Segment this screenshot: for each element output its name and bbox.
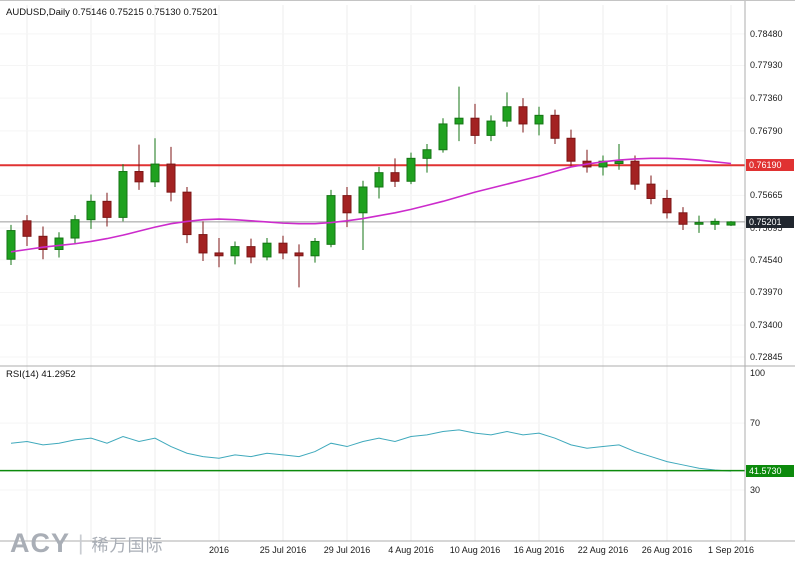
candle-body bbox=[550, 114, 560, 139]
candle-body bbox=[86, 200, 96, 221]
candle-body bbox=[54, 237, 64, 250]
symbol-ohlc-title: AUDUSD,Daily 0.75146 0.75215 0.75130 0.7… bbox=[6, 7, 218, 18]
candle-body bbox=[438, 123, 448, 151]
logo-separator: | bbox=[78, 531, 84, 555]
price-axis-label: 0.76790 bbox=[750, 125, 783, 136]
price-axis-label: 0.74540 bbox=[750, 254, 783, 265]
price-axis-label: 0.75665 bbox=[750, 190, 783, 201]
candle-body bbox=[422, 149, 432, 159]
candle-body bbox=[710, 220, 720, 225]
candle-body bbox=[118, 171, 128, 218]
candle-body bbox=[646, 183, 656, 199]
date-axis-label: 26 Aug 2016 bbox=[641, 545, 693, 555]
candle-body bbox=[278, 242, 288, 254]
candle-body bbox=[566, 137, 576, 162]
rsi-indicator-label: RSI(14) 41.2952 bbox=[6, 369, 76, 380]
candle-body bbox=[70, 219, 80, 239]
candle-body bbox=[198, 234, 208, 254]
logo-cjk-text: 稀万国际 bbox=[91, 536, 164, 555]
resistance-price-badge: 0.76190 bbox=[746, 159, 794, 172]
price-axis-label: 0.72845 bbox=[750, 351, 783, 362]
broker-logo: ACY | 稀万国际 bbox=[10, 528, 163, 559]
candle-body bbox=[342, 195, 352, 214]
candle-body bbox=[614, 160, 624, 164]
candle-body bbox=[102, 200, 112, 218]
candle-body bbox=[374, 172, 384, 188]
price-axis-label: 0.75095 bbox=[750, 222, 783, 233]
date-axis-label: 29 Jul 2016 bbox=[323, 545, 371, 555]
date-axis-label: 25 Jul 2016 bbox=[259, 545, 307, 555]
date-axis-label: 22 Aug 2016 bbox=[577, 545, 629, 555]
date-axis-label: 10 Aug 2016 bbox=[449, 545, 501, 555]
logo-brand-text: ACY bbox=[10, 528, 71, 558]
candle-body bbox=[694, 222, 704, 225]
price-axis-label: 0.73400 bbox=[750, 320, 783, 331]
candle-body bbox=[662, 197, 672, 214]
candle-body bbox=[630, 160, 640, 185]
candle-body bbox=[166, 163, 176, 193]
moving-average-line bbox=[10, 157, 732, 253]
rsi-axis-label: 30 bbox=[750, 485, 761, 495]
candle-body bbox=[6, 230, 16, 260]
rsi-line bbox=[10, 429, 732, 472]
date-axis-label: 1 Sep 2016 bbox=[707, 545, 755, 555]
date-axis-label: 2016 bbox=[208, 545, 230, 555]
candle-body bbox=[454, 117, 464, 125]
candle-body bbox=[326, 195, 336, 245]
candle-body bbox=[358, 186, 368, 214]
candle-body bbox=[150, 163, 160, 183]
rsi-axis-label: 70 bbox=[750, 418, 761, 429]
candle-body bbox=[294, 252, 304, 257]
candle-body bbox=[486, 120, 496, 136]
candle-body bbox=[470, 117, 480, 136]
candle-body bbox=[230, 246, 240, 257]
candle-body bbox=[518, 106, 528, 125]
rsi-level-badge: 41.5730 bbox=[746, 464, 794, 477]
date-axis-label: 16 Aug 2016 bbox=[513, 545, 565, 555]
price-axis-label: 0.78480 bbox=[750, 28, 783, 39]
candle-body bbox=[134, 171, 144, 183]
candle-body bbox=[406, 157, 416, 182]
candle-body bbox=[246, 246, 256, 258]
candle-body bbox=[390, 172, 400, 182]
candle-body bbox=[502, 106, 512, 122]
rsi-axis-label: 100 bbox=[750, 368, 766, 378]
candle-body bbox=[214, 252, 224, 257]
candle-body bbox=[678, 212, 688, 225]
candle-body bbox=[22, 220, 32, 237]
price-axis-label: 0.73970 bbox=[750, 287, 783, 298]
candle-body bbox=[310, 240, 320, 257]
candle-body bbox=[262, 242, 272, 258]
candle-body bbox=[38, 235, 48, 250]
candle-body bbox=[726, 221, 736, 226]
price-axis-label: 0.77360 bbox=[750, 93, 783, 104]
price-axis-label: 0.77930 bbox=[750, 60, 783, 71]
candle-body bbox=[182, 191, 192, 236]
date-axis-label: 4 Aug 2016 bbox=[388, 545, 434, 555]
current-price-badge: 0.75201 bbox=[746, 215, 794, 228]
candle-body bbox=[534, 114, 544, 125]
